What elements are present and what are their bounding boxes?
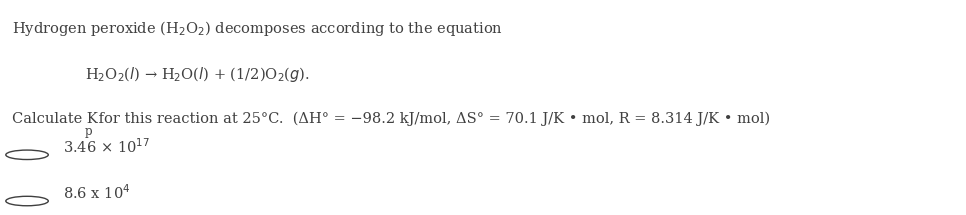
Text: 8.6 x 10$^{4}$: 8.6 x 10$^{4}$ — [63, 183, 130, 202]
Text: for this reaction at 25°C.  (ΔH° = −98.2 kJ/mol, ΔS° = 70.1 J/K • mol, R = 8.314: for this reaction at 25°C. (ΔH° = −98.2 … — [94, 112, 770, 126]
Text: H$_{2}$O$_{2}$($l$) → H$_{2}$O($l$) + (1/2)O$_{2}$($g$).: H$_{2}$O$_{2}$($l$) → H$_{2}$O($l$) + (1… — [85, 64, 310, 83]
Text: Calculate K: Calculate K — [12, 112, 98, 126]
Text: Hydrogen peroxide (H$_{2}$O$_{2}$) decomposes according to the equation: Hydrogen peroxide (H$_{2}$O$_{2}$) decom… — [12, 19, 502, 38]
Text: p: p — [85, 125, 93, 138]
Text: 3.46 × 10$^{17}$: 3.46 × 10$^{17}$ — [63, 137, 150, 155]
